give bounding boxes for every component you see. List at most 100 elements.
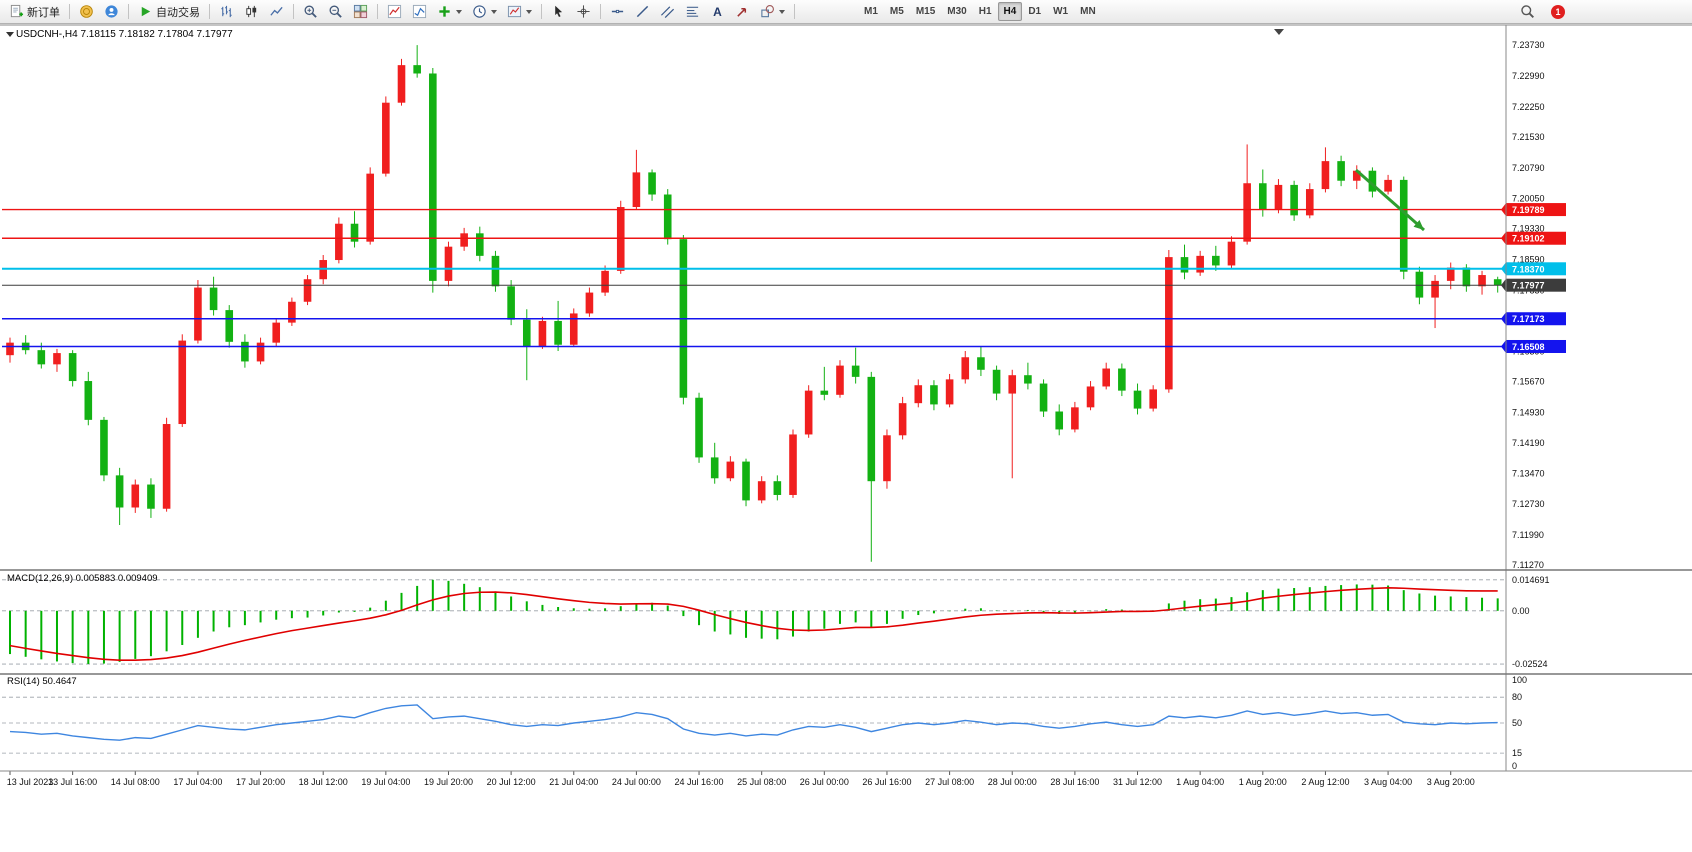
svg-text:19 Jul 04:00: 19 Jul 04:00 [361,777,410,787]
toolbar-separator [128,4,129,19]
zoom-out-icon [329,5,342,18]
svg-text:7.14190: 7.14190 [1512,438,1545,448]
svg-text:13 Jul 16:00: 13 Jul 16:00 [48,777,97,787]
search-icon [1521,5,1534,18]
arrows-tool-button[interactable] [731,1,754,22]
add-indicator-button[interactable] [433,1,466,22]
community-icon [105,5,118,18]
line-chart-button[interactable] [265,1,288,22]
svg-text:80: 80 [1512,692,1522,702]
chart-shift-marker[interactable] [1274,29,1284,35]
arrow-annotation[interactable] [1355,168,1425,232]
bar-chart-icon [221,5,232,18]
svg-text:26 Jul 00:00: 26 Jul 00:00 [800,777,849,787]
timeframe-m15-button[interactable]: M15 [915,6,936,17]
dropdown-arrow-icon [526,9,532,14]
timeframe-d1-button[interactable]: D1 [1028,6,1042,17]
price-tag [1506,231,1566,245]
one-click-trading-toggle[interactable] [6,32,14,37]
toolbar-separator [209,4,210,19]
notification-badge[interactable]: 1 [1551,4,1565,19]
channel-tool-button[interactable] [656,1,679,22]
shapes-tool-button[interactable] [756,1,789,22]
svg-text:13 Jul 2023: 13 Jul 2023 [7,777,54,787]
price-tag [1506,203,1566,217]
svg-text:31 Jul 12:00: 31 Jul 12:00 [1113,777,1162,787]
crosshair-tool-button[interactable] [572,1,595,22]
timeframe-w1-button[interactable]: W1 [1053,6,1069,17]
timeframe-m1-button[interactable]: M1 [864,6,878,17]
toolbar-separator [293,4,294,19]
svg-text:50: 50 [1512,718,1522,728]
svg-text:1 Aug 04:00: 1 Aug 04:00 [1176,777,1224,787]
zoom-in-button[interactable] [299,1,322,22]
toolbar-separator [69,4,70,19]
timeframe-toolbar: M1 M5 M15 M30 H1 H4 D1 W1 MN [858,2,1102,21]
svg-text:14 Jul 08:00: 14 Jul 08:00 [111,777,160,787]
indicator-list-icon [412,4,427,19]
svg-text:7.20050: 7.20050 [1512,194,1545,204]
svg-text:7.18370: 7.18370 [1512,264,1545,274]
chart-properties-button[interactable] [503,1,536,22]
svg-text:7.21530: 7.21530 [1512,132,1545,142]
timeframe-m5-button[interactable]: M5 [889,6,904,17]
svg-text:28 Jul 16:00: 28 Jul 16:00 [1050,777,1099,787]
rsi-line [9,704,1498,741]
trendline-tool-button[interactable] [631,1,654,22]
new-order-button[interactable]: 新订单 [5,1,64,22]
svg-text:3 Aug 20:00: 3 Aug 20:00 [1427,777,1475,787]
cursor-icon [555,5,563,18]
chart-canvas[interactable]: 7.23730 7.22990 7.22250 7.21530 7.20790 7.200… [0,24,1692,852]
price-tag [1506,312,1566,326]
zoom-out-button[interactable] [324,1,347,22]
toolbar-right-group: 1 [1516,1,1687,22]
horizontal-line-tool-button[interactable] [606,1,629,22]
fibonacci-icon [686,6,699,17]
svg-text:7.23730: 7.23730 [1512,40,1545,50]
timeframe-h1-button[interactable]: H1 [978,6,992,17]
svg-text:7.14930: 7.14930 [1512,407,1545,417]
svg-text:100: 100 [1512,675,1527,685]
text-tool-icon: A [713,4,722,19]
svg-text:7.22990: 7.22990 [1512,71,1545,81]
auto-trading-label: 自动交易 [156,6,200,19]
timeframe-mn-button[interactable]: MN [1080,6,1096,17]
dropdown-arrow-icon [491,9,497,14]
svg-text:7.12730: 7.12730 [1512,499,1545,509]
svg-text:0.014691: 0.014691 [1512,575,1550,585]
deposit-button[interactable] [75,1,98,22]
indicator-list-button[interactable] [408,1,431,22]
svg-text:27 Jul 08:00: 27 Jul 08:00 [925,777,974,787]
community-button[interactable] [100,1,123,22]
timeframe-m30-button[interactable]: M30 [947,6,967,17]
toolbar-separator [541,4,542,19]
text-tool-button[interactable]: A [706,1,729,22]
svg-text:15: 15 [1512,748,1522,758]
svg-text:-0.02524: -0.02524 [1512,659,1548,669]
play-icon [141,6,151,17]
zoom-in-icon [304,5,317,18]
dropdown-arrow-icon [779,9,785,14]
horizontal-line-icon [611,9,624,14]
timeframe-h4-button[interactable]: H4 [997,2,1023,21]
svg-text:7.22250: 7.22250 [1512,102,1545,112]
svg-text:7.15670: 7.15670 [1512,376,1545,386]
svg-text:0: 0 [1512,761,1517,771]
bar-chart-button[interactable] [215,1,238,22]
candlestick-chart-button[interactable] [240,1,263,22]
search-button[interactable] [1516,1,1539,22]
price-tag [1506,278,1566,292]
clock-icon [473,5,486,18]
fibonacci-tool-button[interactable] [681,1,704,22]
indicators-button[interactable] [383,1,406,22]
periods-button[interactable] [468,1,501,22]
tile-windows-button[interactable] [349,1,372,22]
auto-trading-button[interactable]: 自动交易 [134,1,204,22]
svg-text:7.18590: 7.18590 [1512,255,1545,265]
cursor-tool-button[interactable] [547,1,570,22]
svg-text:7.13470: 7.13470 [1512,468,1545,478]
arrow-tool-icon [737,7,747,17]
trendline-icon [636,5,649,18]
price-axis[interactable]: 7.23730 7.22990 7.22250 7.21530 7.20790 7.200… [1512,40,1545,570]
